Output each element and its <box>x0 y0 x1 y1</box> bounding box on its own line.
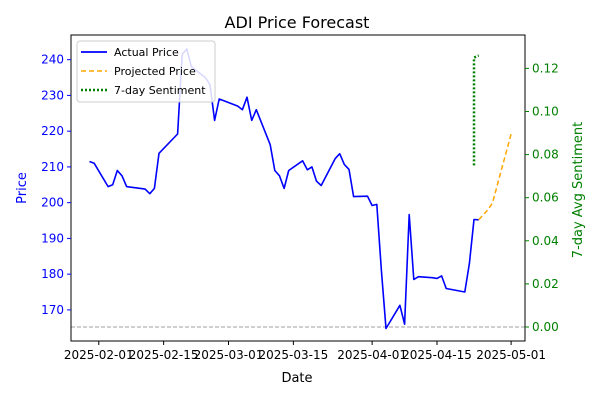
actual-price-line <box>89 48 479 330</box>
x-axis-label: Date <box>281 371 312 386</box>
x-tick-label: 2025-02-15 <box>129 348 199 362</box>
y-right-tick-label: 0.12 <box>532 61 559 75</box>
y-left-tick-label: 180 <box>41 267 64 281</box>
y-left-tick-label: 170 <box>41 303 64 317</box>
projected-price-line <box>478 133 512 221</box>
y-left-tick-label: 240 <box>41 53 64 67</box>
y-right-tick-label: 0.06 <box>532 191 559 205</box>
legend-label-sentiment: 7-day Sentiment <box>114 84 206 97</box>
y-left-tick-label: 210 <box>41 160 64 174</box>
plot-frame <box>70 34 526 342</box>
legend-box <box>76 40 216 103</box>
y-left-tick-label: 200 <box>41 196 64 210</box>
chart-title: ADI Price Forecast <box>225 13 370 32</box>
x-tick-label: 2025-04-15 <box>402 348 472 362</box>
y-right-tick-label: 0.10 <box>532 105 559 119</box>
sentiment-line <box>472 54 480 166</box>
y-left-tick-label: 230 <box>41 88 64 102</box>
y-axis-right-label: 7-day Avg Sentiment <box>571 122 586 258</box>
y-right-tick-label: 0.04 <box>532 234 559 248</box>
x-tick-label: 2025-03-15 <box>258 348 328 362</box>
legend: Actual Price Projected Price 7-day Senti… <box>76 40 216 103</box>
y-axis-left: 170 180 190 200 210 220 230 240 <box>41 53 71 317</box>
y-right-tick-label: 0.02 <box>532 277 559 291</box>
plot-series <box>89 48 512 330</box>
x-axis: 2025-02-012025-02-152025-03-012025-03-15… <box>64 341 546 362</box>
y-right-tick-label: 0.00 <box>532 320 559 334</box>
legend-label-actual: Actual Price <box>114 46 179 59</box>
x-tick-label: 2025-03-01 <box>194 348 264 362</box>
legend-label-projected: Projected Price <box>114 65 196 78</box>
y-axis-left-label: Price <box>15 172 30 204</box>
y-axis-right: 0.00 0.02 0.04 0.06 0.08 0.10 0.12 <box>525 61 559 334</box>
x-tick-label: 2025-05-01 <box>476 348 546 362</box>
y-right-tick-label: 0.08 <box>532 148 559 162</box>
y-left-tick-label: 220 <box>41 124 64 138</box>
y-left-tick-label: 190 <box>41 231 64 245</box>
x-tick-label: 2025-02-01 <box>64 348 134 362</box>
x-tick-label: 2025-04-01 <box>337 348 407 362</box>
